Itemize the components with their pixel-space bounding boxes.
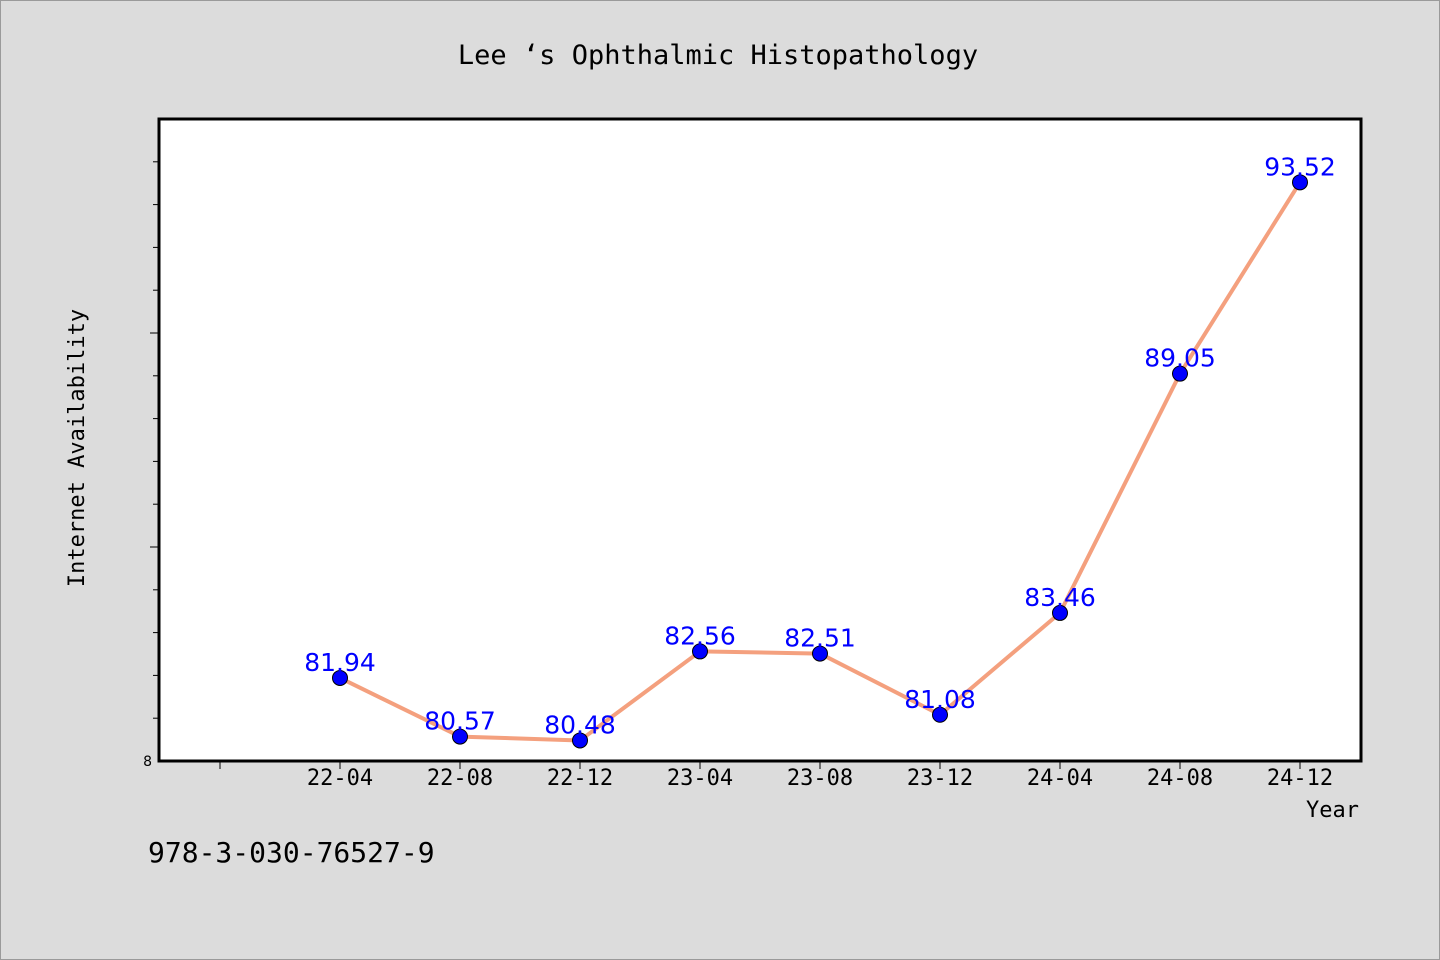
- x-axis-ticks: 22-04 22-08 22-12 23-04 23-08 23-12 24-04 24-08…: [219, 761, 1333, 791]
- x-tick-label: 22-12: [547, 766, 613, 791]
- x-tick-label: 23-08: [787, 766, 853, 791]
- data-label: 82.56: [664, 621, 736, 650]
- data-point: [332, 669, 348, 686]
- y-axis-ticks: 8: [143, 161, 159, 770]
- chart-title: Lee ‘s Ophthalmic Histopathology: [458, 40, 978, 71]
- y-axis-title: Internet Availability: [65, 309, 90, 587]
- data-label: 80.48: [544, 710, 616, 739]
- data-label: 81.08: [904, 685, 976, 714]
- y-tick-label: 8: [143, 754, 152, 770]
- data-label: 89.05: [1144, 344, 1216, 373]
- x-axis-title: Year: [1306, 798, 1359, 823]
- data-label: 81.94: [304, 648, 376, 677]
- data-point: [1292, 174, 1308, 191]
- markers-group: [332, 174, 1308, 749]
- x-tick-label: 24-12: [1267, 766, 1333, 791]
- x-tick-label: 24-04: [1027, 766, 1093, 791]
- data-label: 93.52: [1264, 152, 1336, 181]
- data-point: [1052, 604, 1068, 621]
- data-point: [812, 645, 828, 662]
- data-point: [452, 728, 468, 745]
- x-tick-label: 24-08: [1147, 766, 1213, 791]
- data-label: 83.46: [1024, 583, 1096, 612]
- x-tick-label: 22-04: [307, 766, 373, 791]
- data-labels-group: 81.94 80.57 80.48 82.56 82.51 81.08 83.46 89.05…: [304, 152, 1336, 739]
- data-label: 82.51: [784, 624, 856, 653]
- data-label: 80.57: [424, 707, 496, 736]
- data-point: [572, 732, 588, 749]
- x-tick-label: 23-04: [667, 766, 733, 791]
- data-point: [692, 643, 708, 660]
- data-point: [932, 706, 948, 723]
- data-point: [1172, 365, 1188, 382]
- x-tick-label: 22-08: [427, 766, 493, 791]
- x-tick-label: 23-12: [907, 766, 973, 791]
- isbn-text: 978-3-030-76527-9: [148, 836, 435, 869]
